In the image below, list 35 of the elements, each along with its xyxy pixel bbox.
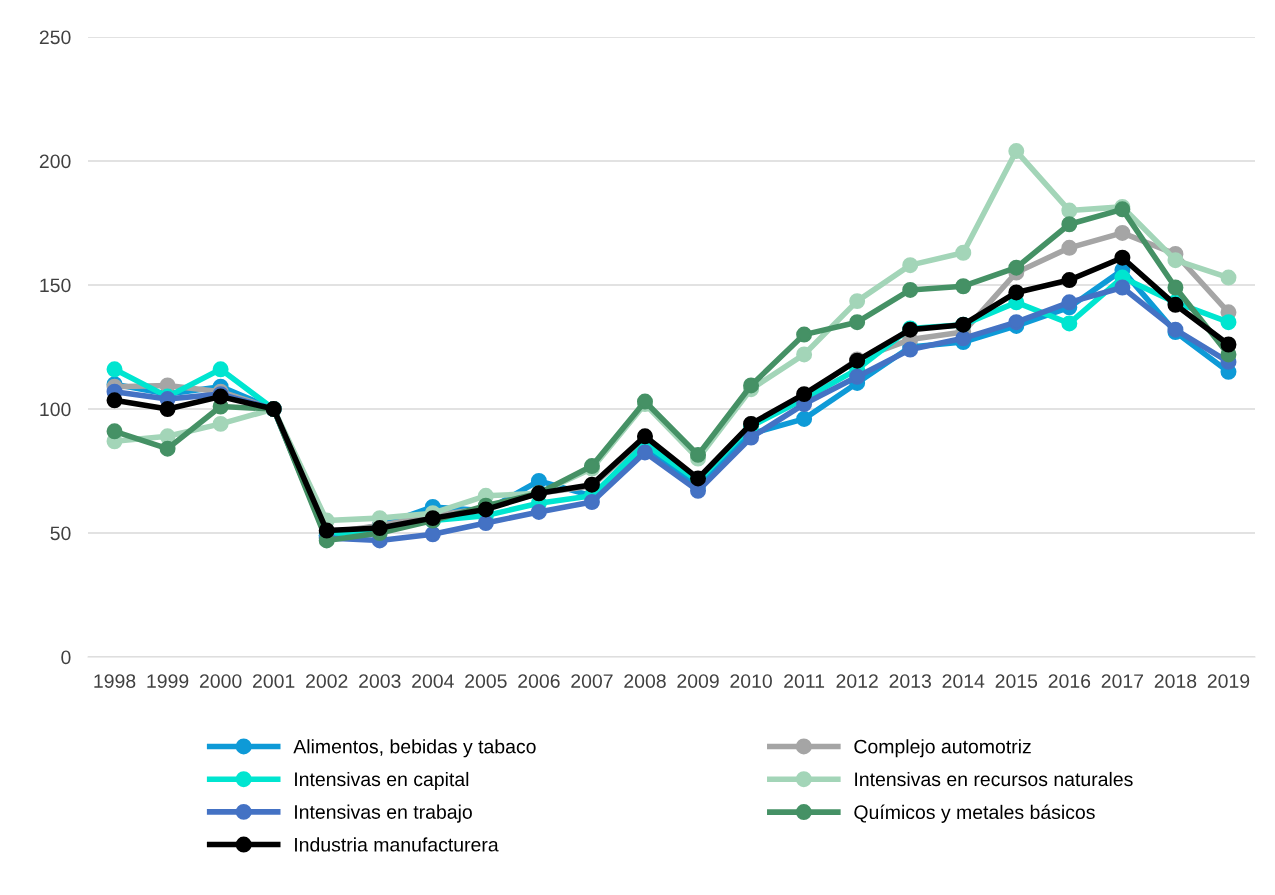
- x-tick-label: 1999: [147, 674, 189, 688]
- legend-label: Complejo automotriz: [854, 739, 1031, 758]
- x-tick-label: 2016: [1048, 674, 1091, 688]
- x-tick-label: 2014: [942, 674, 985, 688]
- legend-label: Industria manufacturera: [295, 837, 499, 852]
- x-tick-label: 2009: [677, 674, 719, 688]
- x-tick-label: 2013: [889, 674, 931, 688]
- x-tick-label: 2008: [624, 674, 666, 688]
- y-tick-label: 150: [40, 278, 71, 293]
- x-tick-label: 2012: [836, 674, 878, 688]
- y-tick-label: 0: [61, 650, 71, 665]
- legend-label: Intensivas en trabajo: [295, 804, 472, 823]
- y-tick-label: 50: [50, 526, 71, 541]
- x-tick-label: 2005: [465, 674, 507, 688]
- x-tick-label: 1998: [94, 674, 136, 688]
- y-tick-label: 200: [39, 154, 71, 169]
- x-tick-label: 2004: [412, 674, 454, 688]
- legend-label: Intensivas en recursos naturales: [855, 771, 1133, 787]
- x-tick-label: 2003: [359, 674, 401, 688]
- x-tick-label: 2010: [730, 674, 772, 688]
- x-tick-label: 2001: [253, 674, 295, 688]
- x-tick-label: 2007: [571, 674, 613, 688]
- x-tick-label: 2002: [306, 674, 348, 688]
- x-tick-label: 2015: [995, 674, 1038, 688]
- x-tick-label: 2019: [1207, 674, 1250, 688]
- y-tick-label: 100: [40, 402, 71, 417]
- x-tick-label: 2018: [1154, 674, 1197, 688]
- x-tick-label: 2011: [784, 674, 825, 688]
- x-tick-label: 2006: [518, 674, 560, 688]
- x-tick-label: 2017: [1101, 674, 1144, 688]
- legend-label: Químicos y metales básicos: [854, 804, 1095, 823]
- x-tick-label: 2000: [199, 674, 242, 688]
- legend-label: Alimentos, bebidas y tabaco: [293, 739, 536, 758]
- y-tick-label: 250: [39, 30, 71, 45]
- legend-label: Intensivas en capital: [295, 771, 469, 791]
